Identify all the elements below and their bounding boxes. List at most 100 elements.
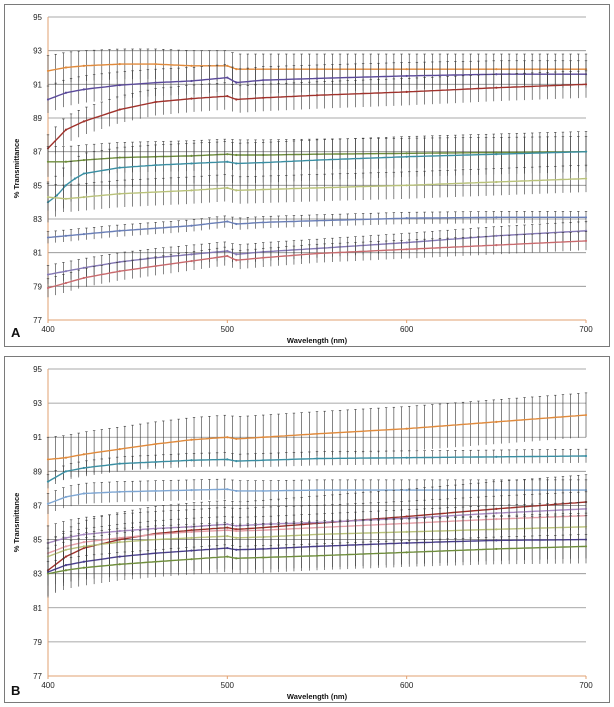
data-point xyxy=(315,77,319,80)
data-point xyxy=(584,216,588,219)
y-axis-title: % Transmittance xyxy=(12,139,21,199)
y-tick-label: 93 xyxy=(33,399,42,408)
data-point xyxy=(495,539,498,542)
data-point xyxy=(405,515,408,518)
data-point xyxy=(235,189,238,192)
y-tick-label: 89 xyxy=(33,467,42,476)
chart-b-svg: 77 79 81 83 85 87 89 91 93 95 400 500 600 700 Waveleng… xyxy=(12,365,593,701)
data-point xyxy=(82,196,85,199)
data-point xyxy=(405,184,408,187)
data-point xyxy=(405,74,408,78)
data-point xyxy=(405,551,408,554)
data-point xyxy=(584,177,588,180)
x-tick-label: 600 xyxy=(400,325,414,334)
data-point xyxy=(495,455,498,458)
data-point xyxy=(64,536,68,539)
data-point xyxy=(46,286,50,290)
data-point xyxy=(235,528,238,531)
data-point xyxy=(235,489,238,493)
data-point xyxy=(82,533,85,536)
data-point xyxy=(226,436,229,439)
data-point xyxy=(262,221,265,224)
data-point xyxy=(495,151,498,154)
data-point xyxy=(584,454,588,458)
data-point xyxy=(82,545,85,548)
data-point xyxy=(235,162,238,165)
data-point xyxy=(55,194,59,197)
data-point xyxy=(118,529,121,533)
data-point xyxy=(118,448,121,451)
data-point xyxy=(584,239,588,242)
data-point xyxy=(226,186,229,189)
series-2 xyxy=(46,60,588,113)
data-point xyxy=(495,528,498,531)
data-point xyxy=(405,155,408,158)
data-point xyxy=(82,276,85,280)
y-tick-label: 79 xyxy=(33,282,42,291)
x-tick-label: 400 xyxy=(41,681,55,690)
chart-a-svg: 77 79 81 83 85 87 89 91 93 95 400 500 600 700 Waveleng… xyxy=(12,13,593,345)
data-point xyxy=(82,88,85,91)
y-axis-title: % Transmittance xyxy=(12,493,21,553)
series-3 xyxy=(46,70,588,162)
y-tick-label: 81 xyxy=(33,249,42,258)
data-point xyxy=(46,98,50,101)
data-point xyxy=(190,154,193,157)
data-point xyxy=(405,241,408,244)
x-tick-label: 500 xyxy=(221,325,235,334)
data-point xyxy=(315,554,319,557)
data-point xyxy=(82,492,85,495)
data-point xyxy=(190,549,193,552)
data-point xyxy=(405,517,408,520)
data-point xyxy=(226,254,229,258)
data-point xyxy=(495,180,498,184)
data-point xyxy=(495,73,498,76)
data-point xyxy=(235,153,238,157)
data-point xyxy=(235,98,238,101)
data-point xyxy=(46,160,50,163)
data-point xyxy=(235,222,238,226)
data-point xyxy=(235,557,238,560)
data-point xyxy=(226,488,229,491)
data-point xyxy=(262,188,265,191)
data-point xyxy=(190,529,193,532)
data-point xyxy=(262,489,265,493)
data-point xyxy=(154,265,157,268)
series-2 xyxy=(46,448,588,489)
data-point xyxy=(82,233,85,236)
data-point xyxy=(235,81,238,84)
data-point xyxy=(235,253,238,256)
data-point xyxy=(154,63,157,66)
data-point xyxy=(118,84,121,87)
data-point xyxy=(495,234,498,237)
y-tick-label: 87 xyxy=(33,501,42,510)
data-point xyxy=(64,545,68,548)
data-point xyxy=(118,166,121,169)
data-point xyxy=(495,547,498,551)
data-point xyxy=(226,555,229,558)
data-point xyxy=(405,488,408,492)
data-point xyxy=(190,97,193,100)
data-point xyxy=(262,256,265,259)
data-point xyxy=(154,100,157,104)
data-point xyxy=(64,270,68,273)
data-point xyxy=(154,489,157,493)
y-tick-label: 85 xyxy=(33,181,42,190)
data-point xyxy=(190,224,193,227)
data-point xyxy=(226,523,229,526)
y-tick-label: 85 xyxy=(33,536,42,545)
data-point xyxy=(82,560,85,563)
x-tick-label: 600 xyxy=(400,681,414,690)
data-point xyxy=(64,160,68,163)
data-point xyxy=(495,512,498,515)
data-point xyxy=(262,459,265,462)
data-point xyxy=(154,190,157,194)
data-point xyxy=(154,164,157,167)
data-point xyxy=(262,556,265,559)
data-point xyxy=(262,96,265,99)
y-tick-label: 95 xyxy=(33,13,42,22)
y-tick-label: 77 xyxy=(33,672,42,681)
data-point xyxy=(64,564,68,567)
data-point xyxy=(64,128,68,131)
data-point xyxy=(118,229,121,232)
